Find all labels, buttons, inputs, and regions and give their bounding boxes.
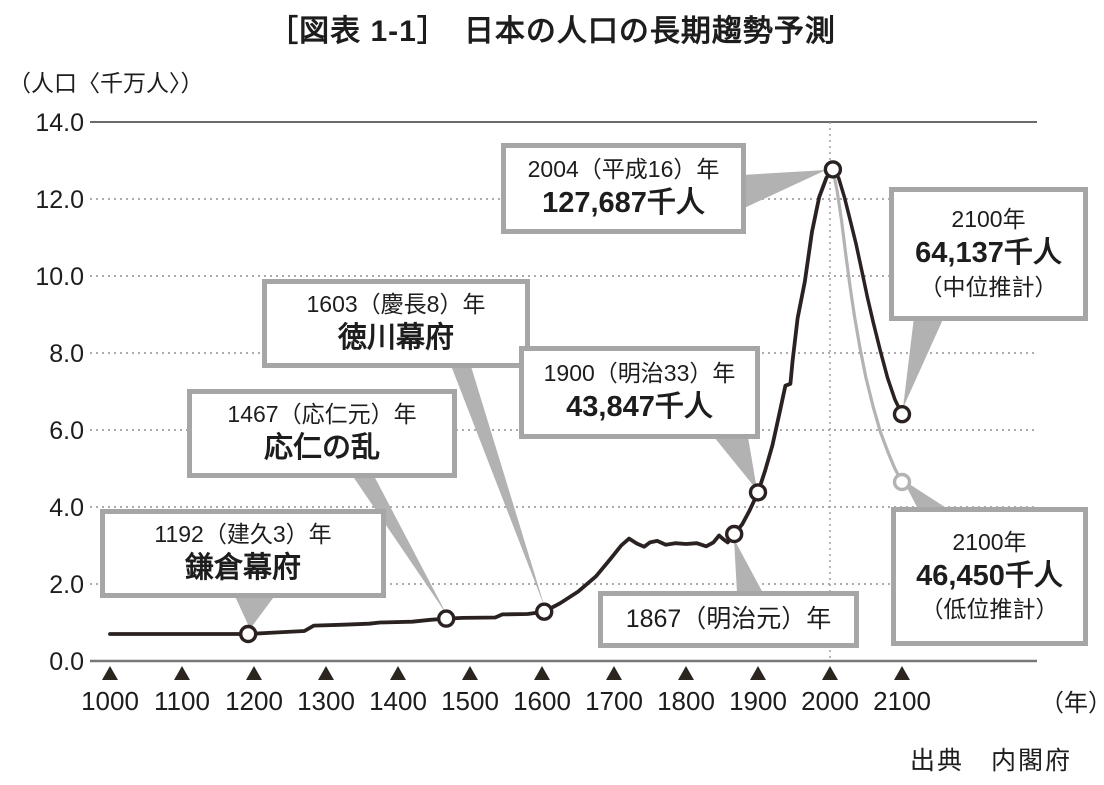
callout-pointer-1867: [734, 539, 763, 593]
x-tick-triangle-icon: [390, 666, 406, 680]
data-point-circle: [892, 472, 912, 492]
x-tick-label: 1000: [81, 686, 139, 716]
data-point-circle: [437, 609, 456, 628]
x-tick-label: 2000: [801, 686, 859, 716]
x-tick-label: 1700: [585, 686, 643, 716]
x-tick-label: 1400: [369, 686, 427, 716]
x-tick-triangle-icon: [894, 666, 910, 680]
annotation-value-text: 46,450千人: [916, 559, 1063, 592]
annotation-value-text: 127,687千人: [542, 186, 705, 219]
x-tick-label: 1500: [441, 686, 499, 716]
source-credit: 出典 内閣府: [909, 747, 1072, 775]
annotation-onin: 1467（応仁元）年 応仁の乱: [187, 389, 457, 478]
x-tick-triangle-icon: [174, 666, 190, 680]
y-tick-label: 8.0: [49, 340, 84, 368]
callout-pointer-layer: [234, 170, 948, 629]
x-axis-layer: 1000 1100 1200 1300 1400 1500 1600 1700 1800 1900…: [81, 666, 931, 716]
annotation-kamakura: 1192（建久3）年 鎌倉幕府: [100, 509, 386, 598]
annotation-event-text: 鎌倉幕府: [184, 551, 301, 584]
annotation-year-text: 1467（応仁元）年: [227, 400, 417, 427]
x-tick-triangle-icon: [462, 666, 478, 680]
data-point-circle: [823, 160, 843, 179]
x-tick-triangle-icon: [606, 666, 622, 680]
callout-pointer-low2100: [903, 480, 948, 509]
x-tick-label: 1100: [154, 686, 210, 716]
annotation-year-text: 1900（明治33）年: [543, 359, 736, 386]
y-tick-label: 14.0: [35, 109, 84, 137]
callout-pointer-2004: [742, 170, 826, 209]
callout-pointer-1900: [714, 437, 757, 490]
y-tick-label: 4.0: [49, 494, 84, 522]
chart-title: ［図表 1-1］ 日本の人口の長期趨勢予測: [268, 15, 836, 48]
annotation-2004-peak: 2004（平成16）年 127,687千人: [501, 143, 746, 234]
x-tick-triangle-icon: [318, 666, 334, 680]
annotation-event-text: 徳川幕府: [337, 321, 454, 354]
annotation-tokugawa: 1603（慶長8）年 徳川幕府: [262, 279, 530, 368]
data-point-circle: [892, 405, 912, 424]
data-point-circle: [238, 624, 258, 644]
annotation-estimate-type: （低位推計）: [920, 596, 1059, 623]
annotation-year-text: 2100年: [952, 528, 1027, 555]
x-tick-triangle-icon: [678, 666, 694, 680]
annotation-year-text: 1603（慶長8）年: [306, 290, 486, 317]
series-line: [831, 167, 904, 416]
y-tick-label: 2.0: [49, 571, 84, 599]
callout-pointer-tokugawa: [450, 363, 545, 608]
data-point-circle: [535, 602, 554, 621]
annotation-value-text: 64,137千人: [915, 237, 1062, 270]
x-tick-label: 1800: [657, 686, 715, 716]
series-layer: [108, 160, 912, 644]
annotation-year-text: 1867（明治元）年: [625, 605, 832, 634]
annotation-2100-low: 2100年 46,450千人 （低位推計）: [891, 507, 1088, 646]
annotation-year-text: 2100年: [951, 206, 1026, 233]
callout-pointer-median2100: [903, 317, 944, 408]
series-line: [831, 167, 904, 484]
annotation-1900-population: 1900（明治33）年 43,847千人: [519, 346, 760, 439]
x-tick-label: 2100: [873, 686, 931, 716]
callout-pointer-kamakura: [234, 594, 276, 629]
x-tick-label: 1900: [729, 686, 787, 716]
annotation-value-text: 43,847千人: [566, 390, 713, 423]
x-tick-triangle-icon: [822, 666, 838, 680]
data-point-circle: [748, 483, 768, 502]
data-point-circle: [725, 524, 744, 544]
y-tick-label: 12.0: [35, 186, 84, 214]
x-tick-label: 1200: [225, 686, 283, 716]
annotation-2100-median: 2100年 64,137千人 （中位推計）: [889, 187, 1088, 321]
x-tick-triangle-icon: [246, 666, 262, 680]
x-tick-triangle-icon: [534, 666, 550, 680]
y-tick-label: 6.0: [49, 417, 84, 445]
series-line: [108, 167, 835, 636]
x-tick-triangle-icon: [102, 666, 118, 680]
y-tick-label: 0.0: [49, 648, 84, 676]
annotation-event-text: 応仁の乱: [263, 431, 380, 464]
annotation-1867: 1867（明治元）年: [598, 591, 859, 648]
annotation-estimate-type: （中位推計）: [919, 273, 1058, 300]
x-tick-triangle-icon: [750, 666, 766, 680]
y-axis-unit-label: （人口〈千万人〉）: [8, 70, 204, 96]
annotation-year-text: 2004（平成16）年: [527, 155, 720, 182]
annotation-year-text: 1192（建久3）年: [154, 520, 332, 547]
x-tick-label: 1600: [513, 686, 571, 716]
callout-pointer-onin: [350, 472, 447, 615]
x-axis-unit-label: （年）: [1040, 690, 1104, 717]
y-tick-label: 10.0: [35, 263, 84, 291]
x-tick-label: 1300: [297, 686, 355, 716]
